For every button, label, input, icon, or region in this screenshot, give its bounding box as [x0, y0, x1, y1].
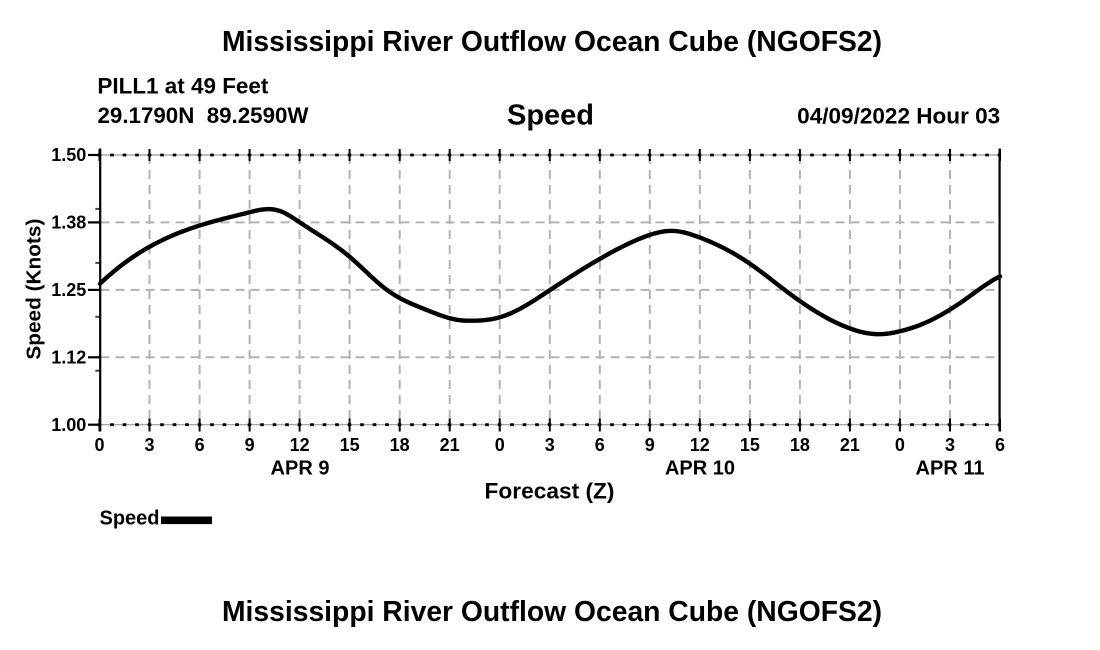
svg-text:15: 15 — [340, 435, 360, 455]
svg-text:0: 0 — [895, 435, 905, 455]
svg-text:1.38: 1.38 — [51, 212, 86, 232]
svg-text:Mississippi River Outflow Ocea: Mississippi River Outflow Ocean Cube (NG… — [222, 26, 882, 58]
svg-text:3: 3 — [144, 435, 154, 455]
svg-text:Speed (Knots): Speed (Knots) — [24, 219, 46, 360]
svg-text:12: 12 — [290, 435, 310, 455]
svg-text:APR 9: APR 9 — [271, 458, 330, 480]
svg-text:29.1790N 89.2590W: 29.1790N 89.2590W — [98, 103, 309, 128]
svg-text:Speed: Speed — [507, 99, 594, 131]
svg-text:9: 9 — [645, 435, 655, 455]
svg-text:3: 3 — [945, 435, 955, 455]
svg-text:Forecast (Z): Forecast (Z) — [485, 479, 615, 504]
svg-text:0: 0 — [94, 435, 104, 455]
svg-text:04/09/2022 Hour 03: 04/09/2022 Hour 03 — [797, 103, 1000, 128]
svg-text:PILL1 at 49 Feet: PILL1 at 49 Feet — [97, 74, 269, 99]
svg-text:9: 9 — [245, 435, 255, 455]
svg-text:Mississippi River Outflow Ocea: Mississippi River Outflow Ocean Cube (NG… — [222, 596, 882, 628]
svg-text:APR 10: APR 10 — [665, 458, 735, 480]
svg-text:15: 15 — [740, 435, 760, 455]
svg-text:21: 21 — [840, 435, 860, 455]
svg-text:3: 3 — [545, 435, 555, 455]
svg-text:1.25: 1.25 — [51, 280, 86, 300]
svg-text:18: 18 — [790, 435, 810, 455]
svg-text:Speed: Speed — [100, 508, 160, 530]
svg-text:18: 18 — [390, 435, 410, 455]
svg-text:6: 6 — [995, 435, 1005, 455]
svg-text:1.00: 1.00 — [51, 415, 86, 435]
svg-text:1.12: 1.12 — [51, 347, 86, 367]
svg-text:6: 6 — [195, 435, 205, 455]
svg-text:1.50: 1.50 — [51, 145, 86, 165]
svg-text:6: 6 — [595, 435, 605, 455]
svg-text:0: 0 — [495, 435, 505, 455]
svg-text:12: 12 — [690, 435, 710, 455]
svg-text:21: 21 — [440, 435, 460, 455]
svg-text:APR 11: APR 11 — [916, 458, 985, 480]
